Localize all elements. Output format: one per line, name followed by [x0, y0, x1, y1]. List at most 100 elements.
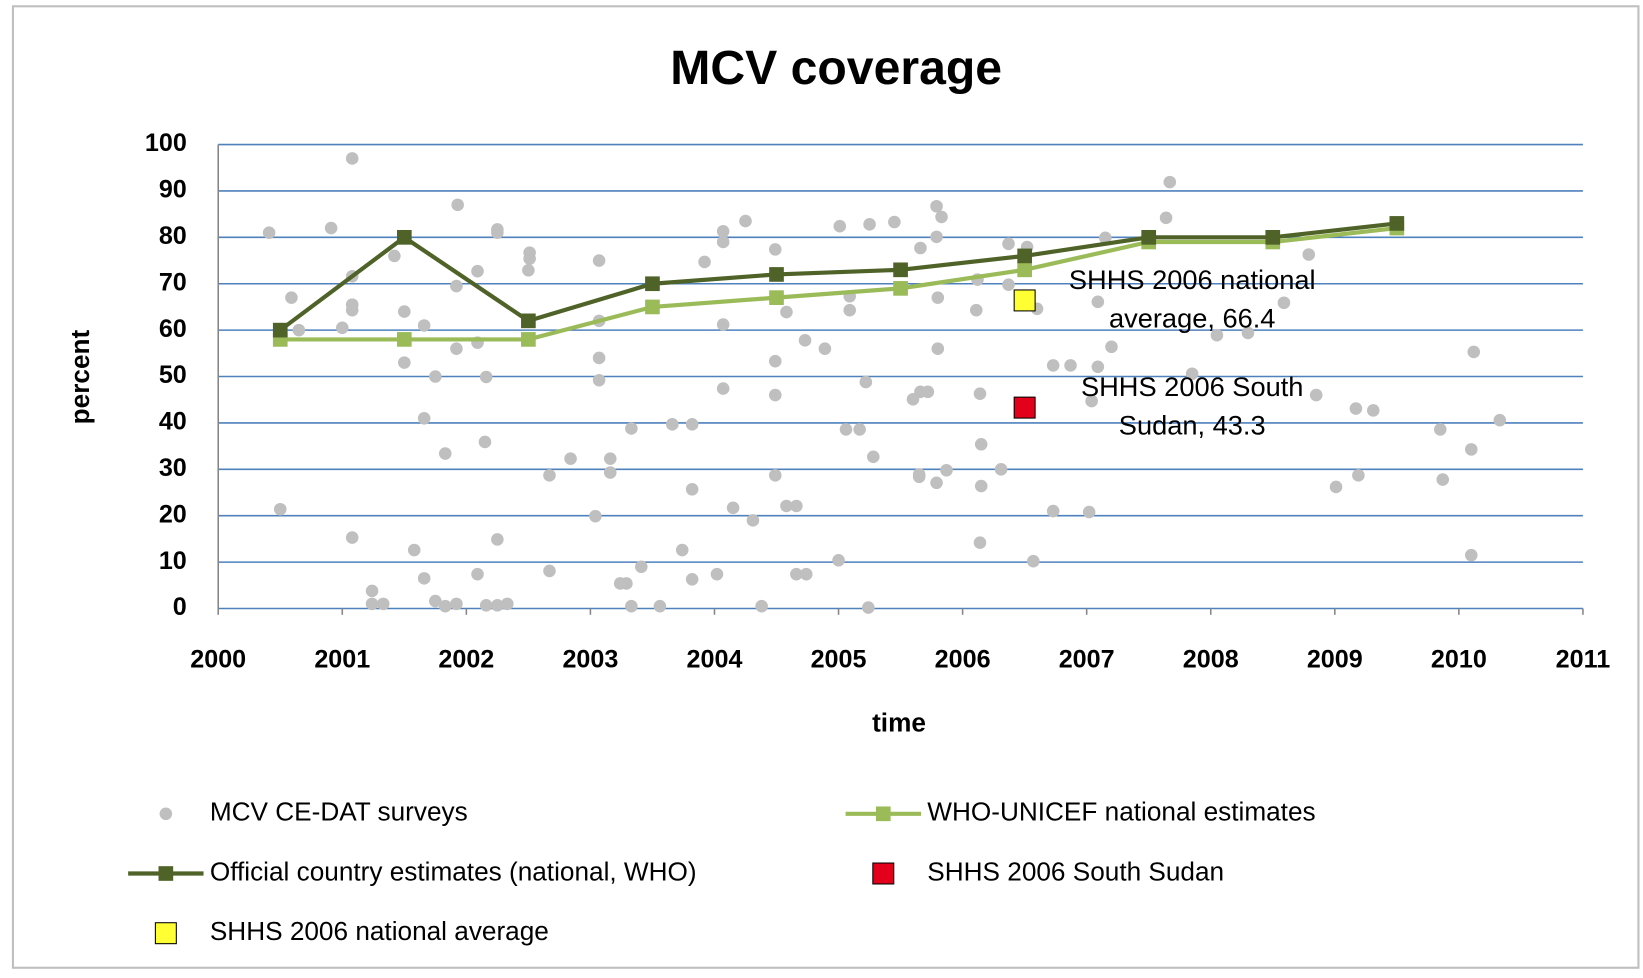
survey-point — [417, 572, 431, 585]
survey-point — [1027, 554, 1040, 568]
survey-point — [930, 476, 943, 490]
survey-point — [1241, 326, 1255, 340]
survey-point — [523, 246, 536, 259]
survey-point — [1464, 443, 1478, 456]
survey-point — [973, 387, 987, 400]
survey-point — [1366, 404, 1380, 417]
survey-point — [438, 447, 452, 460]
x-tick-label: 2009 — [1307, 646, 1363, 674]
survey-point — [935, 210, 948, 224]
estimate-marker — [521, 313, 536, 329]
survey-point — [1098, 231, 1112, 245]
x-tick-label: 2008 — [1183, 646, 1239, 674]
survey-point — [1064, 359, 1077, 372]
estimate-marker — [645, 299, 660, 315]
survey-square — [1013, 289, 1036, 312]
survey-point — [780, 499, 793, 513]
survey-point — [1002, 237, 1015, 251]
survey-point — [450, 342, 463, 355]
survey-point — [780, 305, 793, 319]
survey-point — [1309, 388, 1323, 402]
survey-point — [653, 599, 667, 613]
estimate-marker — [893, 262, 908, 278]
survey-point — [931, 342, 945, 355]
survey-point — [417, 319, 431, 332]
survey-point — [839, 423, 853, 436]
x-tick-label: 2002 — [438, 646, 494, 674]
survey-point — [755, 599, 768, 613]
survey-point — [716, 225, 730, 238]
x-tick-label: 2010 — [1431, 646, 1487, 674]
estimate-marker — [769, 290, 784, 305]
survey-point — [940, 463, 953, 477]
survey-point — [479, 370, 493, 384]
survey-point — [666, 418, 679, 431]
estimate-marker — [521, 332, 536, 347]
survey-point — [1302, 248, 1316, 261]
estimate-marker — [1141, 230, 1157, 245]
survey-point — [698, 255, 711, 269]
survey-point — [888, 215, 901, 229]
estimate-marker — [893, 281, 908, 296]
survey-point — [451, 198, 464, 212]
survey-point — [592, 254, 606, 267]
survey-point — [921, 385, 935, 399]
survey-point — [471, 264, 484, 278]
legend-marker — [159, 807, 173, 821]
survey-point — [818, 342, 832, 355]
x-axis-label: time — [872, 708, 926, 738]
survey-point — [450, 597, 463, 611]
survey-point — [1082, 505, 1096, 519]
legend-label: WHO-UNICEF national estimates — [927, 797, 1315, 827]
survey-point — [800, 567, 813, 581]
legend-marker — [875, 806, 891, 822]
survey-point — [1002, 278, 1015, 291]
y-tick-label: 100 — [145, 129, 187, 157]
estimate-marker — [1017, 248, 1032, 264]
legend-item: MCV CE-DAT surveys — [159, 797, 468, 827]
y-tick-label: 80 — [159, 222, 187, 250]
y-tick-label: 40 — [159, 408, 187, 436]
survey-point — [710, 567, 724, 581]
data-label: SHHS 2006 national — [1069, 264, 1316, 295]
survey-point — [625, 422, 638, 435]
survey-point — [501, 597, 514, 611]
legend-marker — [158, 866, 174, 881]
survey-point — [335, 321, 349, 335]
survey-point — [862, 601, 875, 614]
survey-point — [833, 219, 847, 233]
survey-point — [716, 382, 730, 395]
y-tick-label: 50 — [159, 361, 187, 389]
estimate-line — [280, 225, 1398, 342]
legend-item: WHO-UNICEF national estimates — [845, 797, 1316, 827]
survey-point — [768, 354, 782, 368]
data-label: SHHS 2006 South — [1081, 371, 1303, 402]
y-tick-label: 70 — [159, 268, 187, 296]
survey-point — [365, 584, 379, 598]
survey-point — [1105, 340, 1118, 354]
survey-point — [853, 423, 866, 436]
survey-point — [685, 418, 699, 431]
chart-title: MCV coverage — [670, 41, 1002, 95]
survey-point — [739, 214, 752, 228]
survey-point — [625, 599, 638, 613]
survey-point — [973, 536, 987, 549]
survey-point — [930, 199, 943, 213]
survey-point — [478, 435, 492, 449]
survey-point — [262, 226, 276, 239]
survey-point — [768, 243, 782, 256]
survey-point — [398, 356, 411, 369]
survey-point — [324, 221, 338, 235]
survey-point — [768, 388, 782, 402]
survey-point — [417, 412, 431, 425]
survey-square — [1013, 396, 1036, 419]
x-tick-label: 2003 — [562, 646, 618, 674]
estimate-marker — [396, 230, 412, 245]
x-tick-label: 2004 — [687, 646, 743, 674]
estimate-marker — [1265, 230, 1281, 245]
survey-point — [365, 597, 379, 611]
estimate-marker — [396, 332, 412, 347]
survey-point — [273, 502, 287, 516]
survey-point — [859, 375, 873, 389]
survey-point — [843, 303, 856, 317]
